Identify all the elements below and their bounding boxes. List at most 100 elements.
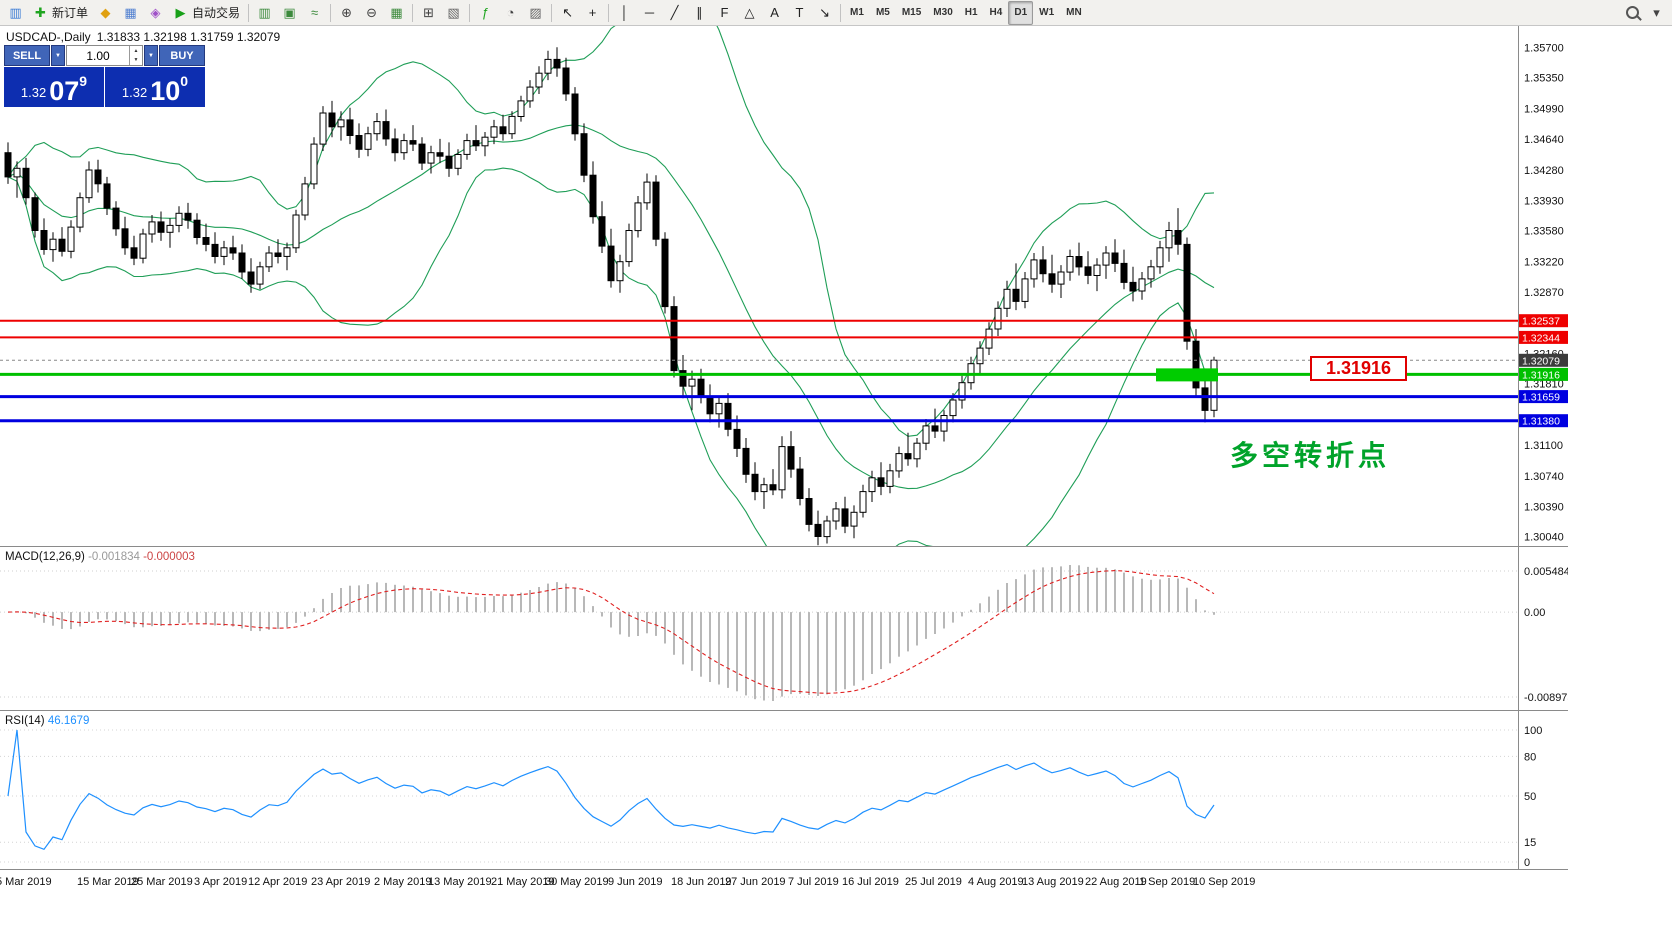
sell-price-display[interactable]: 1.32 07 9: [4, 67, 104, 107]
rsi-gridlines: [0, 729, 1518, 863]
timeframe-m1-button[interactable]: M1: [850, 7, 864, 18]
buy-options-dropdown[interactable]: [144, 45, 158, 66]
volume-decrease-button[interactable]: [130, 56, 142, 66]
svg-text:1.31380: 1.31380: [1522, 416, 1560, 428]
macd-panel[interactable]: 0.005484 0.00 -0.008973 MACD(12,26,9) -0.00…: [0, 547, 1568, 711]
grid-icon: ▦: [390, 5, 403, 20]
sell-options-dropdown[interactable]: [51, 45, 65, 66]
tile-windows-button[interactable]: ▦: [384, 1, 409, 25]
fibonacci-button[interactable]: F: [712, 1, 737, 25]
zoom-in-icon: ⊕: [341, 5, 352, 20]
toolbar: ▥ ✚ 新订单 ◆ ▦ ◈ ▶ 自动交易 ▥ ▣ ≈ ⊕ ⊖ ▦ ⊞ ▧ ƒ ◔ ▨ ↖ + │ ─ ╱ ∥ F △ A T ↘ M1 M5 M…: [0, 0, 1672, 26]
window-icon: ▦: [124, 5, 137, 20]
chart-symbol-period: USDCAD-,Daily: [6, 30, 91, 44]
toolbar-separator: [551, 3, 553, 22]
zoom-in-button[interactable]: ⊕: [334, 1, 359, 25]
sell-button[interactable]: SELL: [4, 45, 50, 66]
cursor-button[interactable]: ↖: [555, 1, 580, 25]
templates-button[interactable]: ▨: [523, 1, 548, 25]
navigator-icon: ◈: [150, 5, 161, 20]
svg-text:1.34640: 1.34640: [1524, 134, 1564, 146]
timeframe-m15-button[interactable]: M15: [901, 7, 922, 18]
macd-label: MACD(12,26,9) -0.001834 -0.000003: [5, 551, 195, 563]
horizontal-line-button[interactable]: ─: [637, 1, 662, 25]
date-axis-label: 30 May 2019: [545, 876, 609, 888]
date-axis-label: 7 Jul 2019: [788, 876, 839, 888]
svg-text:0: 0: [1524, 857, 1530, 869]
date-axis-label: 13 May 2019: [428, 876, 492, 888]
timeframe-h4-button[interactable]: H4: [989, 7, 1003, 18]
date-axis-label: 16 Jul 2019: [842, 876, 899, 888]
new-chart-button[interactable]: ⊞: [416, 1, 441, 25]
volume-value[interactable]: 1.00: [86, 48, 110, 63]
date-axis-label: 2 May 2019: [374, 876, 432, 888]
arrow-icon: ↘: [819, 5, 830, 20]
timeframe-d1-button[interactable]: D1: [1008, 0, 1034, 25]
bar-chart-button[interactable]: ▥: [252, 1, 277, 25]
date-axis-label: 25 Mar 2019: [131, 876, 193, 888]
zoom-out-button[interactable]: ⊖: [359, 1, 384, 25]
zoom-out-icon: ⊖: [366, 5, 377, 20]
channel-icon: ∥: [696, 5, 703, 20]
new-order-button[interactable]: ✚ 新订单: [28, 1, 93, 25]
price-tag-1.32537: 1.32537: [1519, 314, 1568, 328]
line-chart-button[interactable]: ≈: [302, 1, 327, 25]
search-dropdown-button[interactable]: ▾: [1644, 1, 1669, 25]
cursor-icon: ↖: [562, 5, 573, 20]
buy-price-display[interactable]: 1.32 10 0: [105, 67, 205, 107]
shapes-button[interactable]: △: [737, 1, 762, 25]
volume-spinner: [129, 46, 142, 65]
svg-text:1.30390: 1.30390: [1524, 501, 1564, 513]
profiles-button[interactable]: ▧: [441, 1, 466, 25]
date-axis-label: 25 Jul 2019: [905, 876, 962, 888]
svg-text:80: 80: [1524, 751, 1536, 763]
volume-increase-button[interactable]: [130, 46, 142, 56]
date-axis-label: 1 Sep 2019: [1139, 876, 1196, 888]
rsi-panel[interactable]: 100 80 50 15 0 RSI(14) 46.1679: [0, 711, 1568, 870]
chart-panel[interactable]: 1.35700 1.35350 1.34990 1.34640 1.34280 1.339…: [0, 26, 1568, 547]
buy-price-prefix: 1.32: [121, 85, 148, 100]
price-tag-1.31916: 1.31916: [1519, 367, 1568, 381]
timeframe-h1-button[interactable]: H1: [964, 7, 978, 18]
turning-point-annotation: 多空转折点: [1230, 440, 1391, 471]
logo-icon: ▥: [9, 5, 22, 20]
timeframe-mn-button[interactable]: MN: [1066, 7, 1082, 18]
price-tag-1.32079: 1.32079: [1519, 353, 1568, 367]
svg-text:1.32537: 1.32537: [1522, 316, 1560, 328]
svg-text:1.30740: 1.30740: [1524, 471, 1564, 483]
svg-text:50: 50: [1524, 791, 1536, 803]
app-icon: ▥: [3, 1, 28, 25]
timeframe-w1-button[interactable]: W1: [1039, 7, 1055, 18]
timeframe-m30-button[interactable]: M30: [933, 7, 953, 18]
channel-button[interactable]: ∥: [687, 1, 712, 25]
shapes-icon: △: [744, 5, 755, 20]
toolbar-separator: [608, 3, 610, 22]
label-button[interactable]: T: [787, 1, 812, 25]
vertical-line-button[interactable]: │: [612, 1, 637, 25]
price-tag-1.32344: 1.32344: [1519, 330, 1568, 344]
volume-field[interactable]: 1.00: [66, 45, 143, 66]
search-button[interactable]: [1621, 1, 1644, 25]
market-watch-button[interactable]: ◆: [93, 1, 118, 25]
date-axis-label: 21 May 2019: [491, 876, 555, 888]
play-icon: ▶: [175, 5, 186, 20]
crosshair-button[interactable]: +: [580, 1, 605, 25]
data-window-button[interactable]: ▦: [118, 1, 143, 25]
arrow-button[interactable]: ↘: [812, 1, 837, 25]
support-resistance-lines: [0, 319, 1518, 423]
timeframe-m5-button[interactable]: M5: [875, 7, 890, 18]
candlestick-chart-button[interactable]: ▣: [277, 1, 302, 25]
svg-text:1.31916: 1.31916: [1522, 369, 1560, 381]
navigator-button[interactable]: ◈: [143, 1, 168, 25]
new-order-button-label: 新订单: [52, 6, 89, 20]
trendline-button[interactable]: ╱: [662, 1, 687, 25]
text-button[interactable]: A: [762, 1, 787, 25]
buy-button[interactable]: BUY: [159, 45, 205, 66]
turning-point-zone-highlight: [1156, 368, 1218, 382]
rsi-line: [7, 729, 1215, 851]
date-axis[interactable]: 5 Mar 2019 15 Mar 2019 25 Mar 2019 3 Apr 20…: [0, 870, 1568, 894]
indicators-button[interactable]: ƒ: [473, 1, 498, 25]
periods-button[interactable]: ◔: [498, 1, 523, 25]
autotrading-button[interactable]: ▶ 自动交易: [168, 1, 245, 25]
svg-text:1.35350: 1.35350: [1524, 73, 1564, 85]
